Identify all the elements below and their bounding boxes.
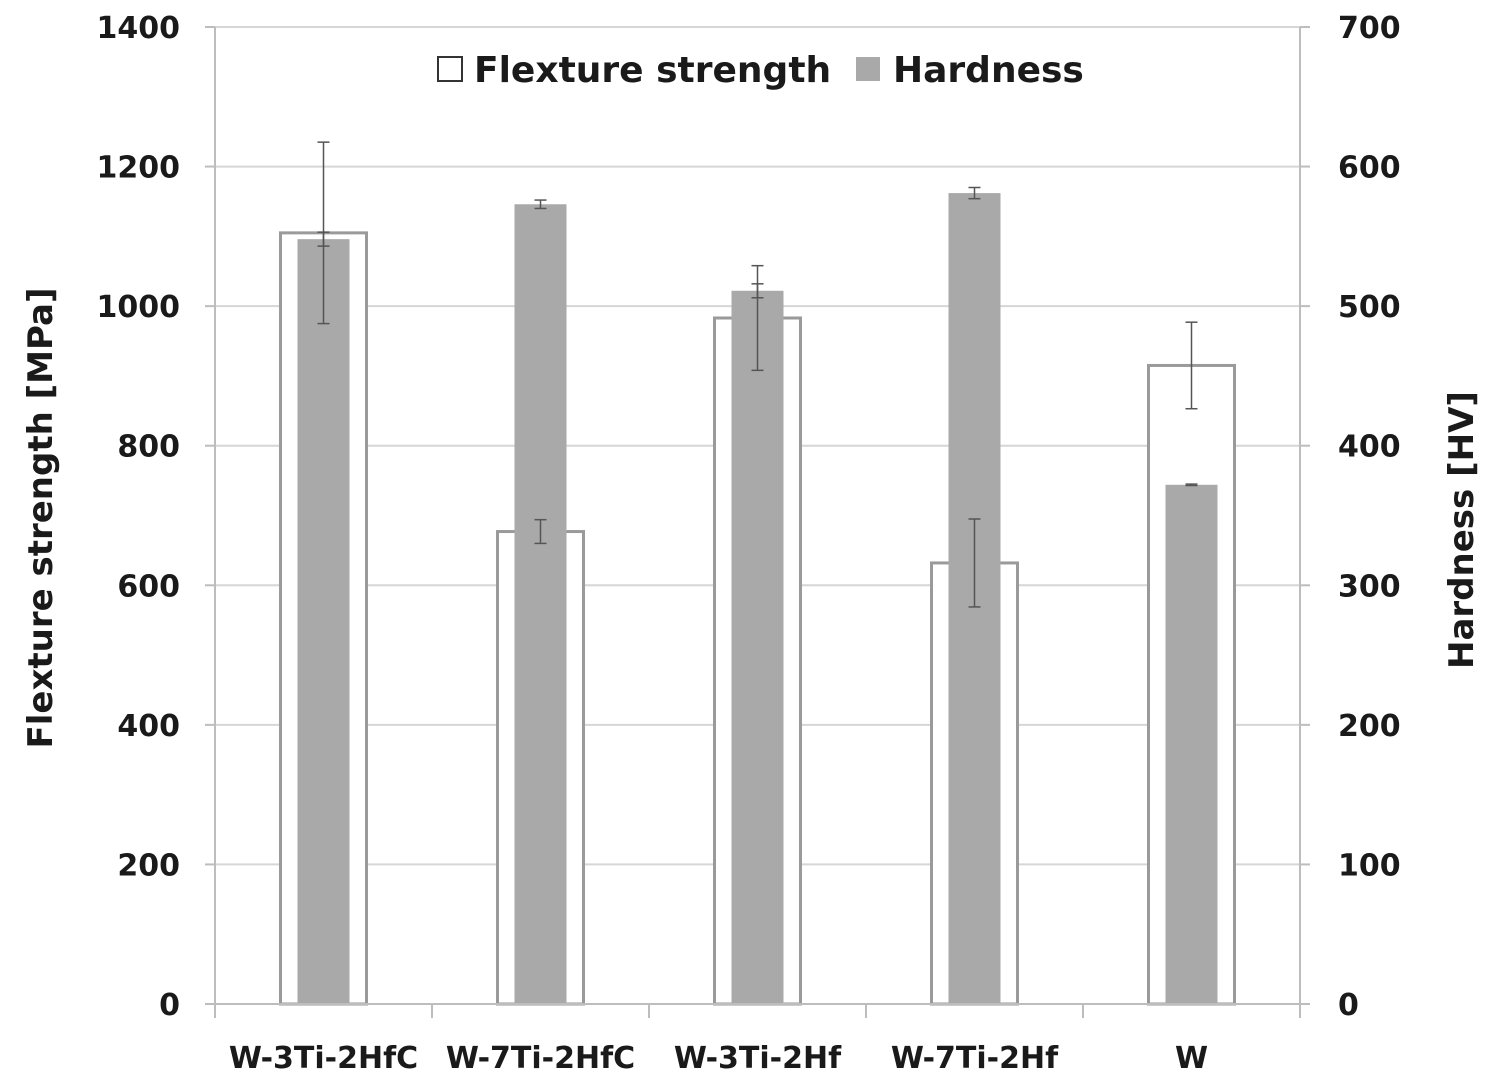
y-right-tick-label: 0 <box>1338 988 1359 1023</box>
y-left-tick-label: 600 <box>117 569 180 604</box>
y-left-tick-label: 400 <box>117 709 180 744</box>
y-right-tick-label: 700 <box>1338 11 1401 46</box>
axes <box>205 26 1310 1018</box>
y-left-tick-label: 1400 <box>97 11 181 46</box>
legend-label-flexture-strength: Flexture strength <box>474 50 831 91</box>
tick-labels: 0 200 400 600 800 1000 1200 1400 0 100 200 300 400 50… <box>97 11 1401 1076</box>
y-left-tick-label: 800 <box>117 430 180 465</box>
y-left-tick-label: 200 <box>117 848 180 883</box>
x-category-label: W-3Ti-2Hf <box>674 1041 842 1076</box>
bars <box>279 141 1236 1006</box>
x-category-label: W-7Ti-2HfC <box>446 1041 635 1076</box>
bar-hardness <box>1165 484 1218 1004</box>
y-left-tick-label: 0 <box>159 988 180 1023</box>
legend-swatch-hardness <box>856 57 880 81</box>
legend: Flexture strength Hardness <box>437 50 1084 91</box>
bar-hardness <box>297 239 350 1005</box>
legend-swatch-flexture-strength <box>437 56 463 82</box>
x-category-label: W-3Ti-2HfC <box>229 1041 418 1076</box>
y-left-tick-label: 1200 <box>97 151 181 186</box>
y-left-tick-label: 1000 <box>97 290 181 325</box>
x-category-label: W <box>1175 1041 1208 1076</box>
y-right-tick-label: 600 <box>1338 151 1401 186</box>
y-right-tick-label: 200 <box>1338 709 1401 744</box>
legend-label-hardness: Hardness <box>893 50 1084 91</box>
y-right-tick-label: 400 <box>1338 430 1401 465</box>
bar-hardness <box>731 290 784 1004</box>
bar-hardness <box>514 204 567 1004</box>
y-axis-left-title: Flexture strength [MPa] <box>21 287 61 748</box>
y-right-tick-label: 100 <box>1338 848 1401 883</box>
y-right-tick-label: 500 <box>1338 290 1401 325</box>
x-category-label: W-7Ti-2Hf <box>891 1041 1059 1076</box>
y-axis-right-title: Hardness [HV] <box>1442 391 1482 669</box>
y-right-tick-label: 300 <box>1338 569 1401 604</box>
